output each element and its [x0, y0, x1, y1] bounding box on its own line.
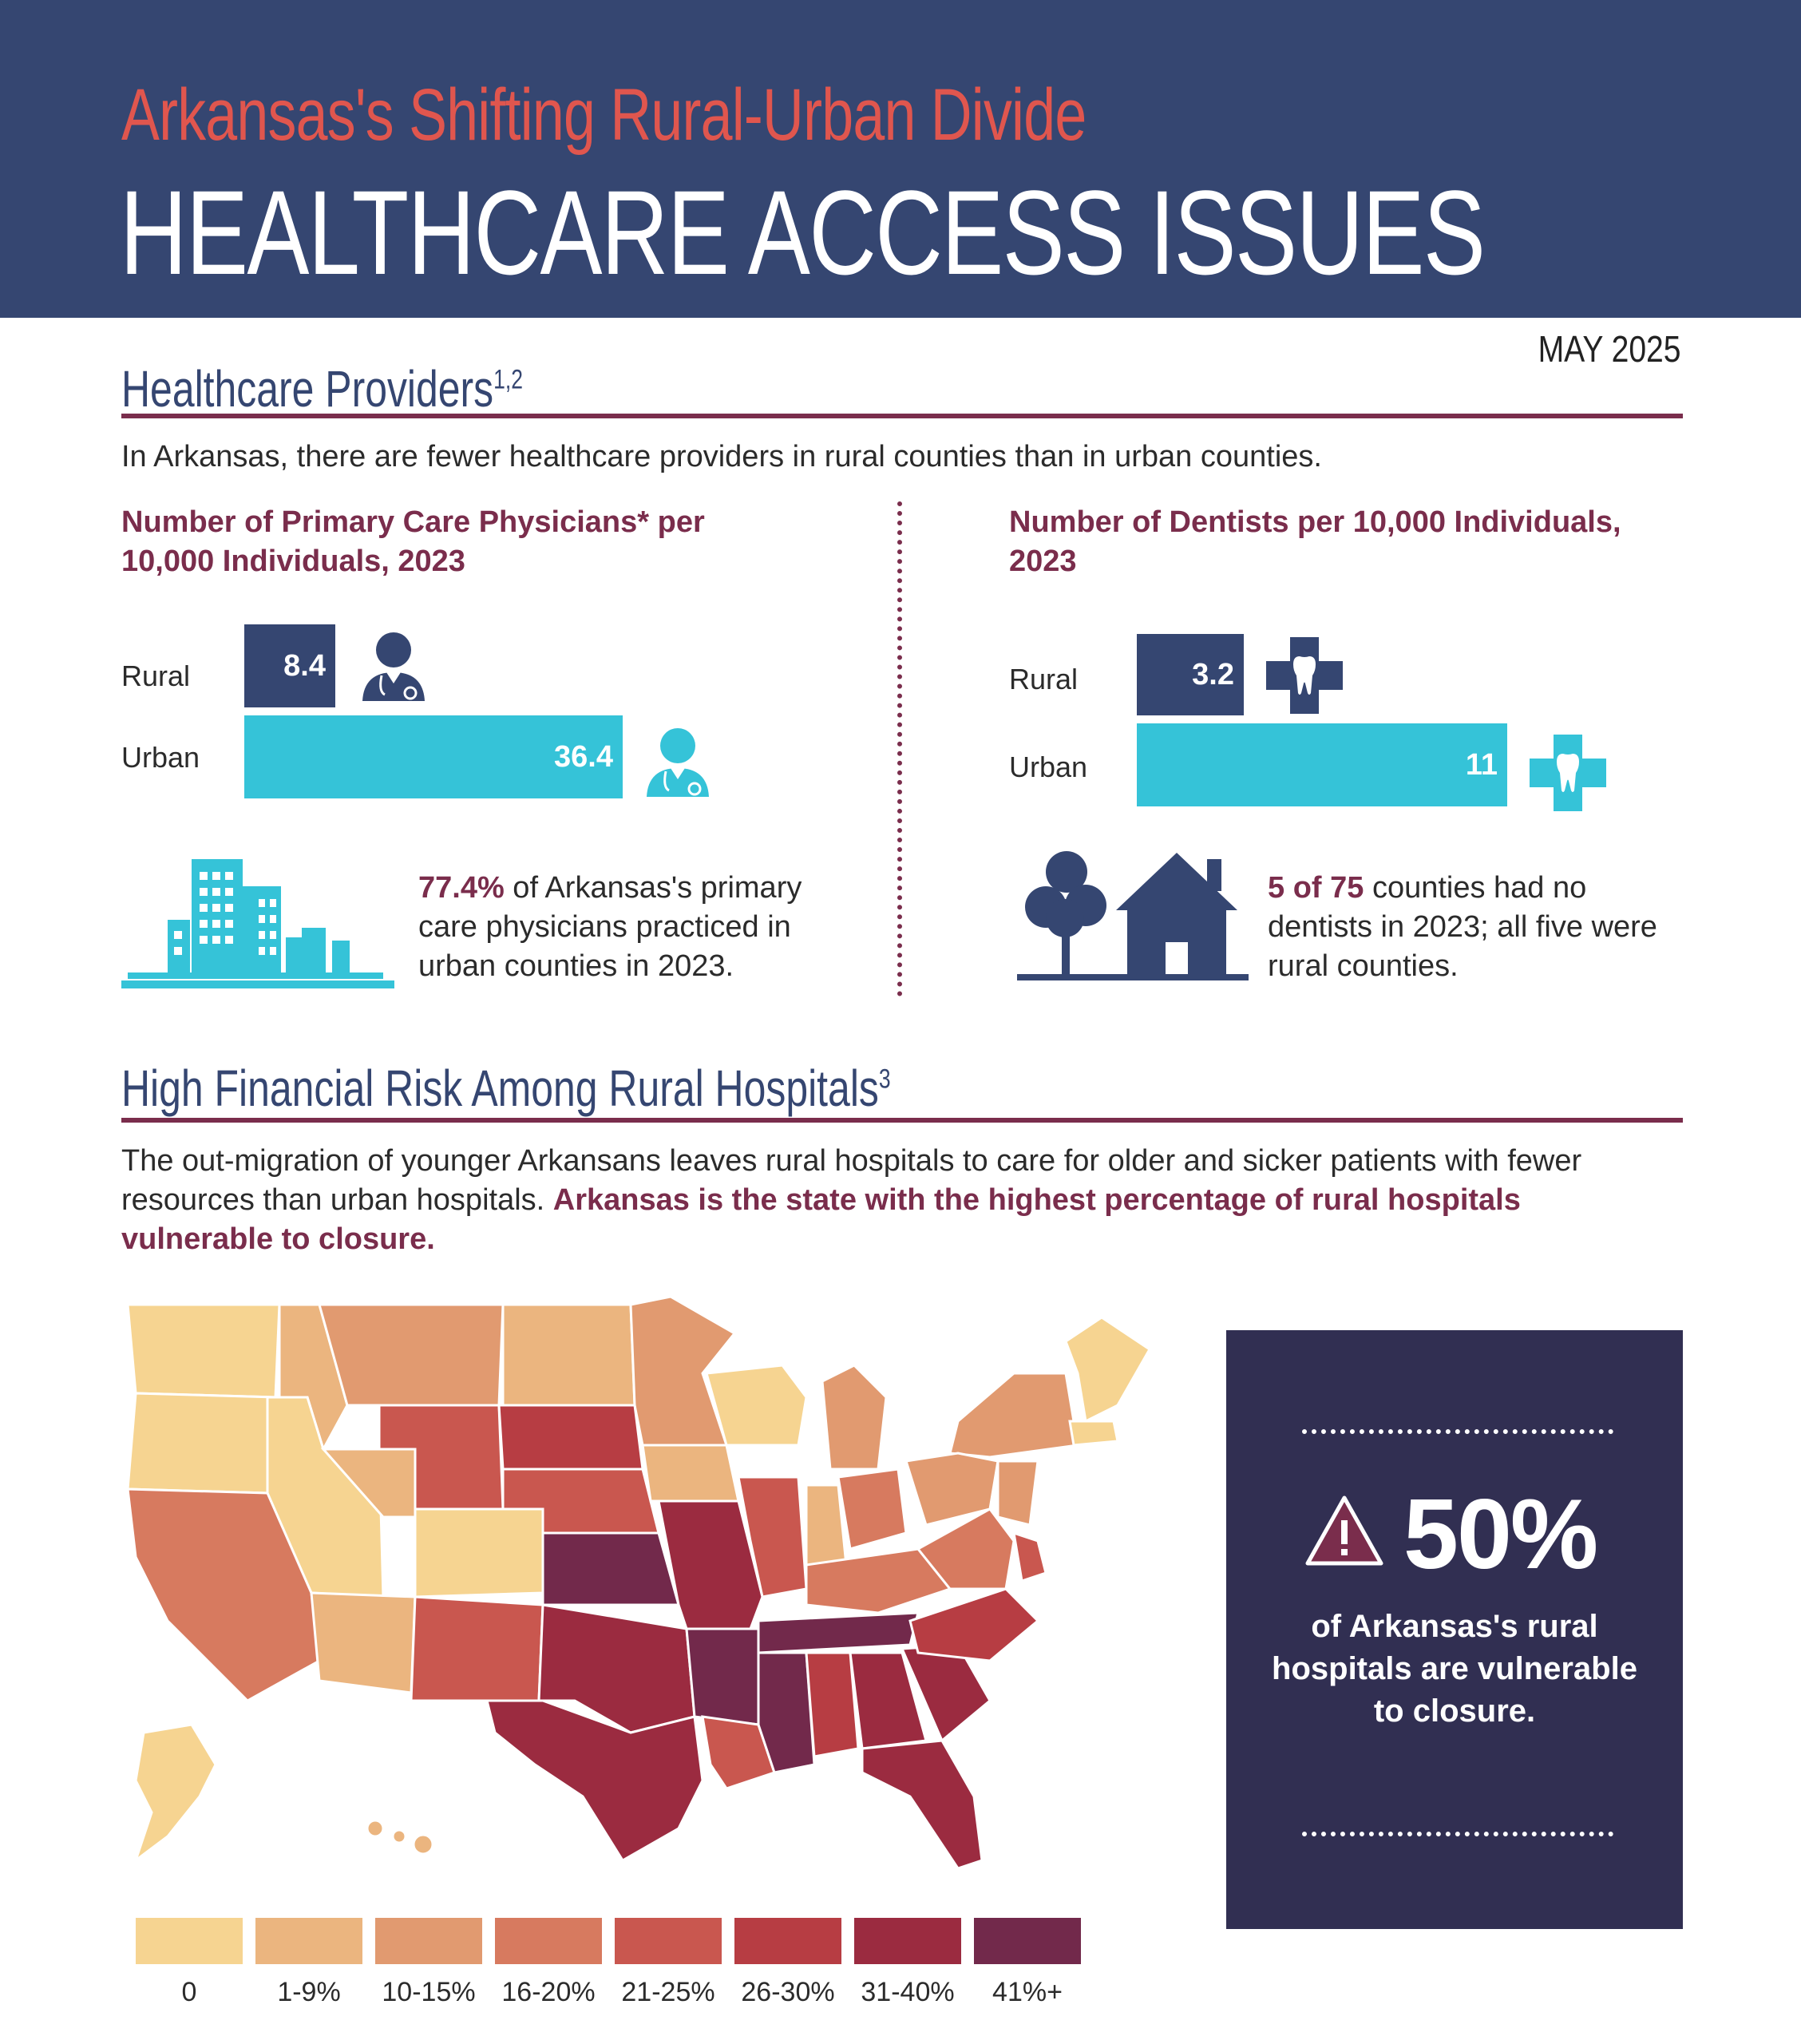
dentists-note-text: counties had no dentists in 2023; all fi…: [1268, 871, 1657, 983]
providers-intro: In Arkansas, there are fewer healthcare …: [121, 440, 1322, 473]
legend-label: 16-20%: [501, 1977, 596, 2007]
providers-heading: Healthcare Providers1,2: [121, 359, 523, 418]
physicians-rural-label: Rural: [121, 660, 191, 692]
hospitals-heading-text: High Financial Risk Among Rural Hospital…: [121, 1060, 879, 1117]
physicians-urban-bar: 36.4: [244, 715, 623, 798]
dentists-rural-value: 3.2: [1192, 657, 1234, 691]
providers-heading-sup: 1,2: [493, 364, 523, 395]
dentists-urban-bar: 11: [1137, 723, 1507, 806]
legend-label: 26-30%: [741, 1977, 835, 2007]
callout-box: 50% of Arkansas's rural hospitals are vu…: [1226, 1330, 1683, 1929]
doctor-icon: [647, 728, 709, 797]
section-divider: [897, 501, 902, 996]
legend-swatch: [255, 1918, 362, 1964]
callout-dots-bottom: [1302, 1832, 1613, 1836]
callout-dots-top: [1302, 1429, 1613, 1434]
physicians-note-bold: 77.4%: [418, 871, 505, 905]
dentists-urban-value: 11: [1465, 747, 1498, 782]
legend-swatch: [615, 1918, 722, 1964]
providers-heading-text: Healthcare Providers: [121, 360, 494, 418]
publication-date: MAY 2025: [1538, 328, 1681, 370]
legend-swatch: [734, 1918, 841, 1964]
legend-swatch: [375, 1918, 482, 1964]
callout-value: 50%: [1403, 1480, 1598, 1590]
legend-label: 21-25%: [621, 1977, 715, 2007]
physicians-urban-label: Urban: [121, 741, 200, 774]
dentists-rural-bar: 3.2: [1137, 634, 1244, 715]
header-title: HEALTHCARE ACCESS ISSUES: [120, 165, 1486, 299]
hospitals-intro-text: The out-migration of younger Arkansans l…: [121, 1144, 1582, 1217]
warning-icon: [1305, 1495, 1383, 1566]
callout-text: of Arkansas's rural hospitals are vulner…: [1272, 1609, 1637, 1729]
legend-swatch: [974, 1918, 1081, 1964]
legend-label: 0: [181, 1977, 197, 2007]
city-icon: [121, 859, 394, 988]
doctor-icon: [362, 632, 425, 701]
physicians-chart-title: Number of Primary Care Physicians* per 1…: [121, 505, 705, 578]
legend-label: 1-9%: [277, 1977, 341, 2007]
tooth-cross-icon: [1266, 637, 1343, 714]
physicians-rural-bar: 8.4: [244, 624, 335, 707]
us-map: [126, 1295, 1151, 1870]
hospitals-intro: The out-migration of younger Arkansans l…: [121, 1142, 1678, 1259]
dentists-note: 5 of 75 counties had no dentists in 2023…: [1268, 869, 1691, 986]
house-tree-icon: [1017, 851, 1249, 980]
physicians-rural-value: 8.4: [283, 648, 326, 683]
tooth-cross-icon: [1530, 735, 1606, 811]
hospitals-rule: [121, 1118, 1683, 1123]
physicians-note-text: of Arkansas's primary care physicians pr…: [418, 871, 802, 983]
legend-label: 31-40%: [861, 1977, 955, 2007]
header-banner: Arkansas's Shifting Rural-Urban Divide H…: [0, 0, 1801, 318]
physicians-urban-value: 36.4: [554, 739, 613, 774]
dentists-note-bold: 5 of 75: [1268, 871, 1364, 905]
legend-label: 41%+: [992, 1977, 1063, 2007]
header-subtitle: Arkansas's Shifting Rural-Urban Divide: [121, 74, 1087, 156]
hospitals-intro-bold: Arkansas is the state with the highest p…: [121, 1183, 1521, 1256]
dentists-chart-title: Number of Dentists per 10,000 Individual…: [1009, 505, 1621, 578]
dentists-urban-label: Urban: [1009, 751, 1088, 783]
physicians-note: 77.4% of Arkansas's primary care physici…: [418, 869, 849, 986]
dentists-rural-label: Rural: [1009, 663, 1079, 695]
legend-swatch: [136, 1918, 243, 1964]
hospitals-heading-sup: 3: [878, 1064, 891, 1095]
hospitals-heading: High Financial Risk Among Rural Hospital…: [121, 1059, 891, 1118]
providers-rule: [121, 414, 1683, 418]
legend-label: 10-15%: [382, 1977, 476, 2007]
legend-swatch: [495, 1918, 602, 1964]
legend-swatch: [854, 1918, 961, 1964]
